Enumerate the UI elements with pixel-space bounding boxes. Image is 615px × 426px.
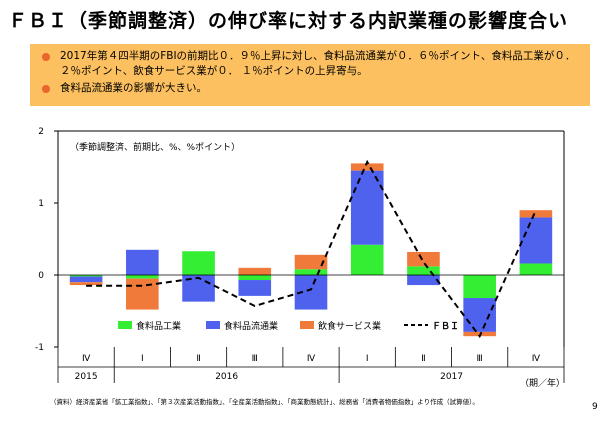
summary-bullet-text: 2017年第４四半期のFBIの前期比０．９％上昇に対し、食料品流通業が０．６％ポ… — [60, 50, 576, 77]
bar-segment — [519, 217, 553, 264]
x-tick-label: Ⅲ — [252, 354, 258, 364]
x-tick-label: Ⅳ — [82, 354, 91, 364]
bullet-dot — [42, 53, 50, 61]
y-tick-label: 0 — [38, 271, 44, 281]
bar-segment — [238, 267, 272, 275]
x-tick-label: Ⅳ — [307, 354, 316, 364]
fbi-line — [86, 159, 537, 339]
legend-swatch — [206, 321, 220, 329]
bar-segment — [126, 249, 159, 275]
bullet-dot — [42, 85, 50, 93]
bar-segment — [463, 275, 496, 299]
bar-segment — [519, 263, 553, 275]
x-tick-label: Ⅳ — [532, 354, 541, 364]
legend-label: ＦＢＩ — [432, 321, 459, 332]
legend: 食料品工業 食料品流通業 飲食サービス業 ＦＢＩ — [118, 320, 459, 332]
bar-segment — [463, 298, 496, 332]
source-note: （資料）経済産業省「鉱工業指数」、「第３次産業活動指数」、「全産業活動指数」、「… — [50, 398, 479, 406]
bar-segment — [126, 278, 159, 310]
x-tick-label: Ⅰ — [141, 354, 144, 364]
bar-segment — [126, 275, 159, 279]
bars — [69, 163, 553, 337]
bar-segment — [350, 163, 384, 171]
chart-title: ＦＢＩ（季節調整済）の伸び率に対する内訳業種の影響度合い — [8, 10, 569, 32]
bar-segment — [69, 275, 103, 277]
legend-label: 飲食サービス業 — [318, 320, 381, 332]
summary-bullet: 食料品流通業の影響が大きい。 — [40, 81, 580, 96]
bar-segment — [182, 251, 215, 275]
bar-segment — [519, 210, 553, 218]
bar-segment — [350, 244, 384, 275]
bar-segment — [69, 276, 103, 283]
chart-plot-area: -1 0 1 2 （季節調整済、前期比、%、%ポイント） 食料品工業 食料品流通業 飲食サ… — [35, 127, 565, 353]
unit-note: （季節調整済、前期比、%、%ポイント） — [70, 141, 240, 153]
year-label: 2015 — [75, 372, 98, 382]
year-label: 2016 — [215, 372, 238, 382]
x-tick-label: Ⅲ — [477, 354, 483, 364]
bar-segment — [238, 280, 272, 296]
y-tick-label: 1 — [38, 199, 44, 209]
x-unit-label: （期／年） — [520, 377, 565, 389]
y-tick-label: 2 — [38, 127, 44, 137]
legend-swatch — [118, 321, 132, 329]
summary-bullet: 2017年第４四半期のFBIの前期比０．９％上昇に対し、食料品流通業が０．６％ポ… — [40, 49, 580, 79]
summary-box: 2017年第４四半期のFBIの前期比０．９％上昇に対し、食料品流通業が０．６％ポ… — [30, 44, 590, 106]
bar-segment — [238, 275, 272, 281]
y-axis: -1 0 1 2 — [35, 127, 58, 353]
bar-segment — [294, 254, 328, 270]
page-number: 9 — [592, 402, 598, 412]
x-axis: Ⅳ Ⅰ Ⅱ Ⅲ Ⅳ Ⅰ Ⅱ Ⅲ Ⅳ 2015 2016 2017 — [57, 347, 565, 383]
bar-segment — [69, 282, 103, 286]
y-tick-label: -1 — [35, 343, 44, 353]
x-tick-label: Ⅰ — [366, 354, 369, 364]
year-label: 2017 — [440, 372, 463, 382]
bar-segment — [407, 266, 440, 275]
legend-label: 食料品流通業 — [224, 320, 278, 332]
x-tick-label: Ⅱ — [421, 354, 425, 364]
legend-label: 食料品工業 — [136, 320, 181, 332]
bar-segment — [350, 170, 384, 245]
summary-bullet-text: 食料品流通業の影響が大きい。 — [60, 82, 207, 94]
bar-segment — [294, 269, 328, 275]
x-tick-label: Ⅱ — [196, 354, 200, 364]
bar-segment — [407, 251, 440, 267]
bar-segment — [407, 275, 440, 286]
legend-swatch — [300, 321, 314, 329]
